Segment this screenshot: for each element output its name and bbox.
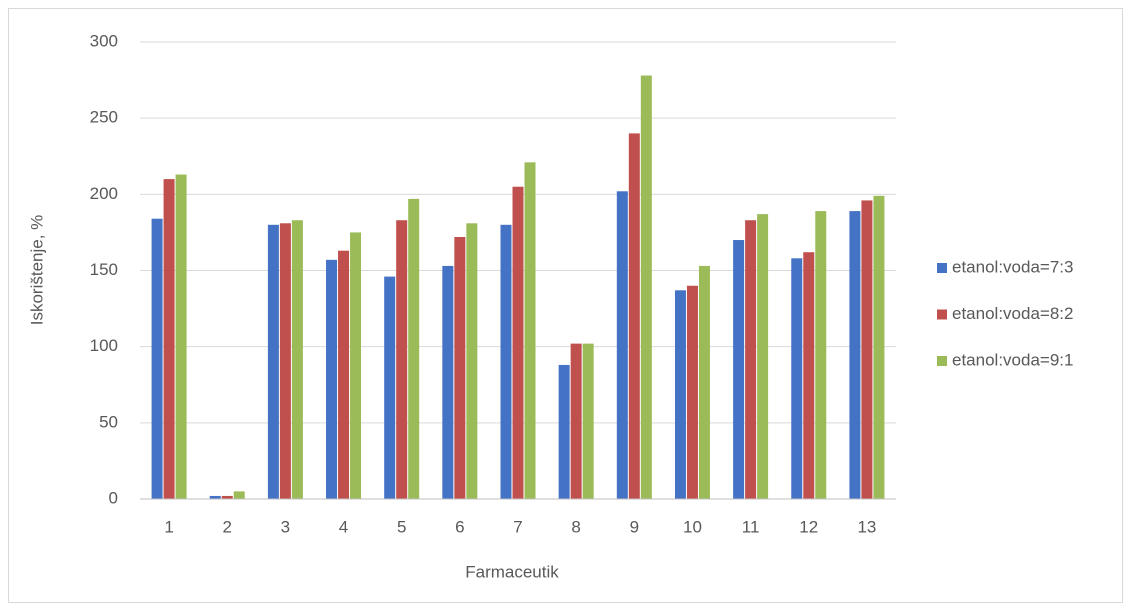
bar xyxy=(396,220,408,500)
bar xyxy=(442,265,454,499)
y-axis-label: Iskorištenje, % xyxy=(27,215,46,326)
legend-swatch xyxy=(937,263,947,273)
bar xyxy=(279,223,291,499)
bar xyxy=(221,495,233,499)
y-tick-label: 50 xyxy=(99,412,118,431)
bar xyxy=(791,258,803,499)
bar xyxy=(326,259,338,499)
bar xyxy=(873,195,885,499)
bar xyxy=(267,224,279,500)
y-tick-label: 0 xyxy=(109,488,118,507)
x-tick-label: 3 xyxy=(281,517,290,536)
y-tick-label: 200 xyxy=(90,184,118,203)
x-tick-label: 13 xyxy=(857,517,876,536)
x-tick-label: 9 xyxy=(630,517,639,536)
bar xyxy=(209,495,221,499)
chart-border xyxy=(8,8,1123,603)
bar xyxy=(291,220,303,500)
x-tick-label: 6 xyxy=(455,517,464,536)
y-tick-label: 100 xyxy=(90,336,118,355)
legend-label: etanol:voda=8:2 xyxy=(952,304,1073,323)
x-tick-label: 4 xyxy=(339,517,348,536)
y-tick-label: 150 xyxy=(90,260,118,279)
bar xyxy=(454,236,466,499)
bar xyxy=(408,198,420,500)
x-tick-label: 8 xyxy=(571,517,580,536)
bar xyxy=(524,162,536,500)
bar xyxy=(384,276,396,499)
bar xyxy=(163,179,175,499)
x-tick-label: 2 xyxy=(222,517,231,536)
bar xyxy=(640,75,652,499)
bar xyxy=(757,214,769,500)
legend-swatch xyxy=(937,356,947,366)
legend-swatch xyxy=(937,309,947,320)
bar xyxy=(733,240,745,500)
bar xyxy=(558,364,570,499)
legend-label: etanol:voda=7:3 xyxy=(952,257,1073,276)
bar xyxy=(582,343,594,499)
x-tick-label: 12 xyxy=(799,517,818,536)
bar xyxy=(628,133,640,499)
x-tick-label: 5 xyxy=(397,517,406,536)
x-axis-label: Farmaceutik xyxy=(465,562,559,581)
bar xyxy=(233,491,245,499)
bar xyxy=(674,290,686,499)
bar xyxy=(745,220,757,500)
bar xyxy=(151,218,163,499)
x-tick-label: 1 xyxy=(164,517,173,536)
bar xyxy=(512,186,524,499)
bar xyxy=(686,285,698,499)
bar xyxy=(175,174,187,499)
bar xyxy=(616,191,628,499)
bar xyxy=(500,224,512,500)
legend-label: etanol:voda=9:1 xyxy=(952,350,1073,369)
bar xyxy=(338,250,350,499)
bar xyxy=(698,265,710,499)
x-tick-label: 7 xyxy=(513,517,522,536)
bar xyxy=(849,211,861,499)
x-tick-label: 11 xyxy=(742,517,760,536)
bar xyxy=(815,211,827,499)
y-tick-label: 250 xyxy=(90,108,118,127)
bar xyxy=(570,343,582,499)
bar xyxy=(803,252,815,499)
bar xyxy=(350,232,362,499)
y-tick-label: 300 xyxy=(90,31,118,50)
bar xyxy=(861,200,873,499)
bar xyxy=(466,223,478,499)
x-tick-label: 10 xyxy=(683,517,702,536)
